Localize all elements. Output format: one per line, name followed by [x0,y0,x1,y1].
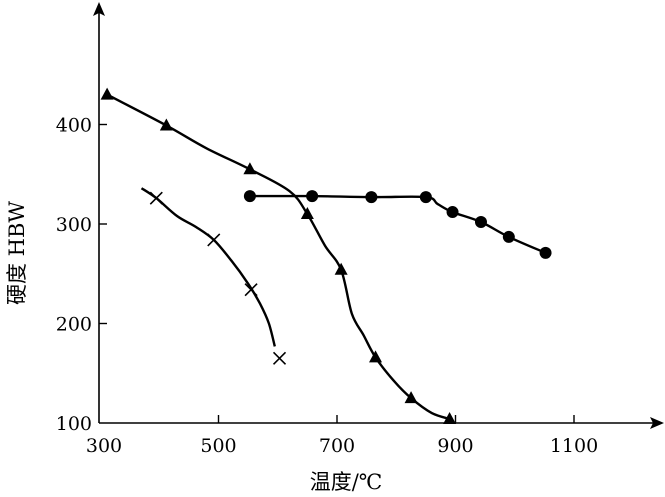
data-point-triangle [369,350,383,363]
data-point-triangle [404,391,418,404]
series-group [100,87,552,425]
data-point-circle [365,191,378,204]
y-tick-label: 100 [56,413,92,435]
data-point-cross [244,283,258,297]
series-line-triangle [106,93,450,421]
x-tick-label: 500 [200,435,236,457]
series-circle [243,190,552,259]
axes [93,2,664,429]
data-point-circle [502,230,515,243]
series-line-cross [140,187,276,347]
y-axis-arrow [93,2,105,16]
x-tick-label: 1100 [550,435,598,457]
y-tick-label: 400 [56,115,92,137]
y-tick-label: 300 [56,214,92,236]
data-point-circle [446,206,459,219]
data-point-circle [474,216,487,229]
data-point-circle [243,190,256,203]
x-axis-title: 温度/℃ [310,470,383,494]
data-point-circle [306,190,319,203]
x-tick-label: 300 [86,435,122,457]
data-point-triangle [443,412,457,425]
series-cross [140,187,287,365]
data-point-cross [149,191,163,205]
data-point-triangle [243,162,257,175]
x-ticks: 300 500 700 900 1100 [86,415,598,457]
x-axis-arrow [650,417,664,429]
data-point-triangle [300,207,314,220]
data-point-circle [539,246,552,259]
data-point-triangle [159,118,173,131]
series-triangle [100,87,457,425]
data-point-triangle [334,262,348,275]
y-tick-label: 200 [56,314,92,336]
series-line-circle [249,194,547,255]
x-tick-label: 700 [319,435,355,457]
data-point-cross [272,351,287,365]
y-ticks: 100 200 300 400 [56,115,107,435]
x-tick-label: 900 [437,435,473,457]
data-point-circle [419,191,432,204]
y-axis-title: 硬度 HBW [5,201,29,305]
data-point-triangle [100,87,114,100]
data-point-cross [207,233,221,247]
